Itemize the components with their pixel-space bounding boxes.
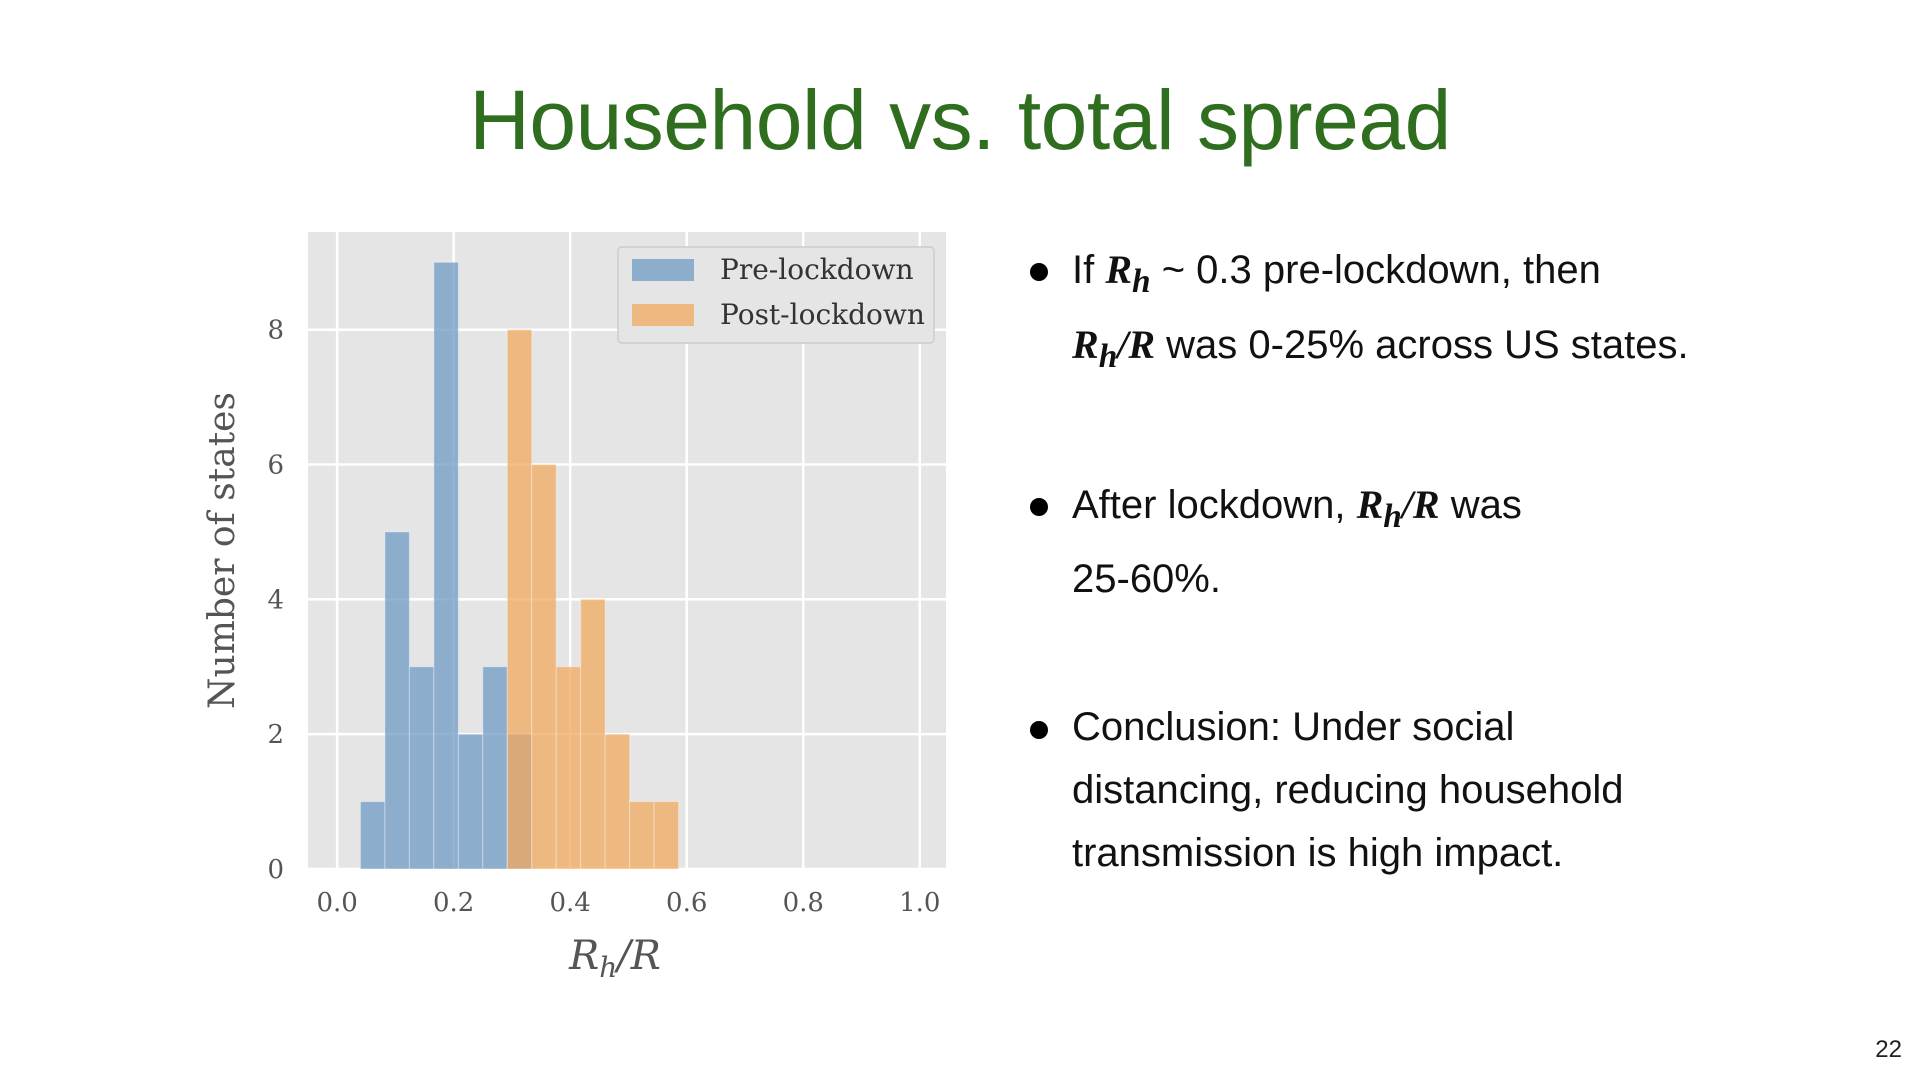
math-r: R (1356, 482, 1384, 527)
x-tick-label: 0.0 (316, 888, 357, 918)
math-over-r: /R (1117, 322, 1156, 367)
bullet-text: ~ 0.3 pre-lockdown, then (1150, 248, 1601, 292)
bullet-text: Conclusion: Under social (1072, 705, 1515, 749)
legend: Pre-lockdown Post-lockdown (617, 246, 935, 344)
math-subscript-h: h (1098, 338, 1118, 375)
bar-post-lockdown (555, 666, 582, 870)
bullet-text: was 0-25% across US states. (1155, 323, 1689, 367)
legend-swatch-post-lockdown (632, 304, 694, 326)
legend-label-post-lockdown: Post-lockdown (720, 298, 925, 331)
x-tick-label: 0.2 (433, 888, 474, 918)
bullet-text: transmission is high impact. (1072, 831, 1564, 875)
histogram-chart: 0.0 0.2 0.4 0.6 0.8 1.0 0 2 4 6 8 Number of states R… (202, 232, 946, 984)
x-tick-label: 0.6 (666, 888, 707, 918)
bullet-text: was (1439, 483, 1522, 527)
bar-post-lockdown (580, 598, 606, 870)
x-tick-label: 0.4 (550, 888, 591, 918)
bar-post-lockdown (604, 733, 631, 870)
bar-post-lockdown (629, 801, 655, 870)
slide-title: Household vs. total spread (469, 73, 1451, 167)
bullet-text: 25-60%. (1072, 557, 1221, 601)
bar-pre-lockdown (408, 666, 435, 870)
x-tick-label: 0.8 (783, 888, 824, 918)
math-subscript-h: h (1383, 498, 1402, 535)
x-axis-label: Rh/R (568, 933, 661, 984)
page-number: 22 (1875, 1036, 1902, 1063)
bar-post-lockdown (506, 329, 533, 870)
bar-pre-lockdown (433, 261, 459, 870)
bullet-text: distancing, reducing household (1072, 768, 1624, 812)
bar-post-lockdown (531, 464, 557, 870)
math-subscript-h: h (1132, 263, 1151, 300)
y-tick-label: 6 (267, 451, 284, 481)
x-tick-label: 1.0 (899, 888, 940, 918)
bullet-text: After lockdown, (1072, 483, 1357, 527)
bar-pre-lockdown (359, 801, 386, 870)
math-over-r: /R (1401, 482, 1440, 527)
legend-box (617, 246, 935, 344)
bar-pre-lockdown (384, 531, 410, 870)
y-axis-label: Number of states (202, 392, 243, 709)
bullet-text: If (1072, 248, 1106, 292)
y-tick-label: 2 (267, 720, 284, 750)
legend-swatch-pre-lockdown (632, 259, 694, 281)
legend-label-pre-lockdown: Pre-lockdown (720, 253, 914, 286)
bar-pre-lockdown (457, 733, 484, 870)
bullet-item-rh-pre-lockdown: If Rh ~ 0.3 pre-lockdown, then Rh/R was … (1030, 238, 1810, 388)
y-tick-label: 0 (267, 855, 284, 885)
series-post-lockdown (506, 329, 680, 870)
bullet-list: If Rh ~ 0.3 pre-lockdown, then Rh/R was … (1030, 238, 1810, 885)
math-r: R (1105, 247, 1133, 292)
bar-post-lockdown (653, 801, 680, 870)
y-tick-label: 8 (267, 316, 284, 346)
bullet-item-after-lockdown: After lockdown, Rh/R was 25-60%. (1030, 473, 1810, 611)
bullet-item-conclusion: Conclusion: Under social distancing, red… (1030, 696, 1810, 885)
math-r: R (1072, 322, 1099, 367)
y-tick-label: 4 (267, 585, 284, 615)
bar-pre-lockdown (482, 666, 508, 870)
